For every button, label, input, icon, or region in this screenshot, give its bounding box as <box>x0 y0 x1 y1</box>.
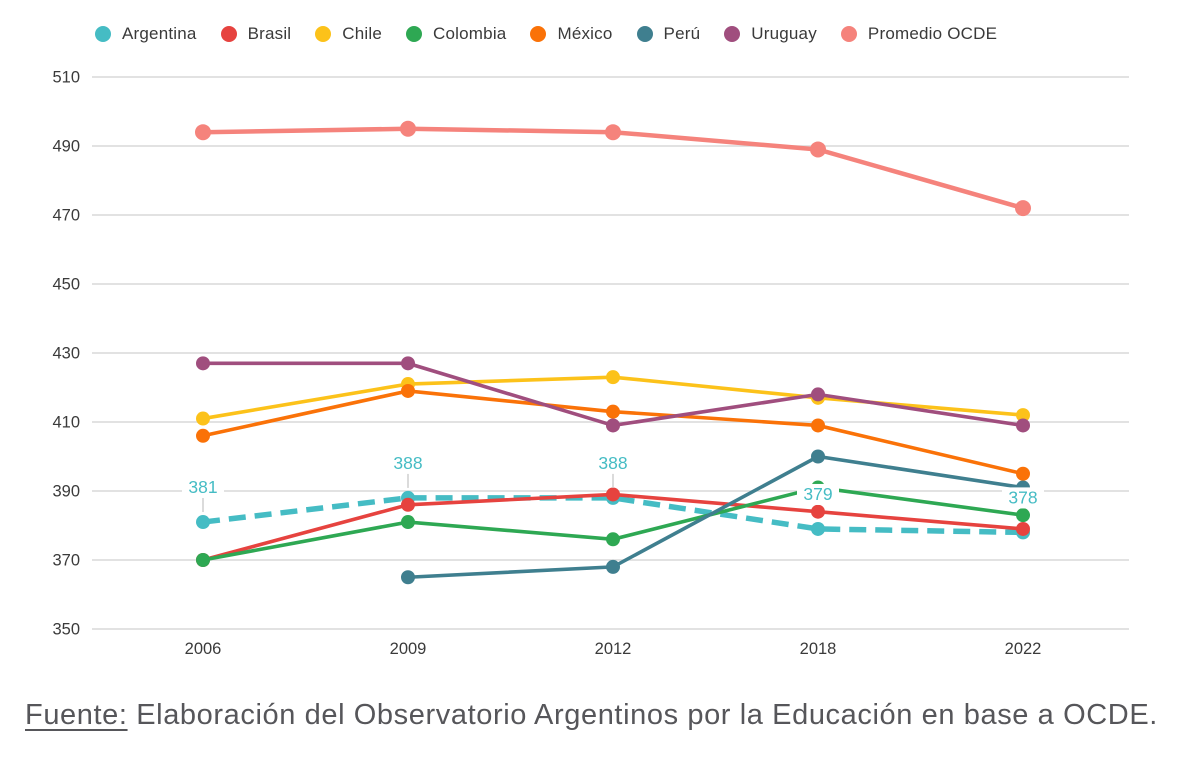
point-label: 381 <box>188 477 217 497</box>
data-point <box>1016 466 1030 481</box>
label-halo <box>797 483 839 505</box>
x-axis-label: 2022 <box>1005 640 1042 658</box>
legend-label: Argentina <box>122 24 197 43</box>
data-point <box>811 504 825 519</box>
legend-label: Colombia <box>433 24 507 43</box>
data-point <box>1016 408 1030 423</box>
data-point <box>606 404 620 419</box>
legend-label: Uruguay <box>751 24 817 43</box>
x-axis-label: 2006 <box>185 640 222 658</box>
data-point <box>605 124 621 141</box>
legend-swatch-chile <box>315 26 332 42</box>
series-peru <box>401 449 1030 585</box>
source-label: Fuente: <box>25 699 128 731</box>
y-axis-label: 490 <box>52 138 80 156</box>
point-labels: 381 388 388 379 378 <box>182 452 1044 513</box>
data-point <box>811 387 825 402</box>
label-halo <box>387 452 429 474</box>
legend-swatch-peru <box>636 26 653 42</box>
data-point <box>196 411 210 426</box>
legend-label: México <box>557 24 613 43</box>
legend-item-peru: Perú <box>636 24 701 44</box>
x-axis-label: 2012 <box>595 640 632 658</box>
data-point <box>606 559 620 574</box>
data-point <box>606 532 620 547</box>
source-text: Elaboración del Observatorio Argentinos … <box>127 699 1158 731</box>
data-point <box>1016 508 1030 523</box>
legend-item-colombia: Colombia <box>406 24 506 44</box>
legend-label: Perú <box>663 24 701 43</box>
legend-swatch-promedio-ocde <box>840 26 857 42</box>
point-label: 388 <box>598 453 627 473</box>
y-axis-label: 470 <box>52 207 80 225</box>
source-note: Fuente: Elaboración del Observatorio Arg… <box>25 699 1158 732</box>
y-axis: 350 370 390 410 430 450 470 490 510 <box>52 69 80 639</box>
data-point <box>401 383 415 398</box>
label-halo <box>182 477 224 499</box>
series-line <box>407 454 1024 580</box>
data-point <box>1015 200 1031 217</box>
y-axis-label: 410 <box>52 414 80 432</box>
data-point <box>1016 418 1030 433</box>
data-point <box>401 570 415 585</box>
data-point <box>401 497 415 512</box>
legend-swatch-uruguay <box>724 26 741 42</box>
data-point <box>810 141 826 158</box>
data-point <box>195 124 211 141</box>
point-label: 378 <box>1008 487 1037 507</box>
x-axis: 2006 2009 2012 2018 2022 <box>185 640 1042 658</box>
data-point <box>400 120 416 137</box>
y-axis-label: 390 <box>52 483 80 501</box>
data-point <box>811 449 825 464</box>
data-point <box>401 356 415 371</box>
data-point <box>811 418 825 433</box>
legend-label: Brasil <box>247 24 292 43</box>
data-point <box>811 521 825 536</box>
legend-swatch-mexico <box>530 26 547 42</box>
legend-item-chile: Chile <box>315 24 382 44</box>
label-halo <box>1002 487 1044 509</box>
point-label: 388 <box>393 453 422 473</box>
series-line <box>202 126 1024 211</box>
series-line <box>202 495 1024 536</box>
data-point <box>196 515 210 530</box>
data-point <box>606 370 620 385</box>
y-axis-label: 430 <box>52 345 80 363</box>
y-axis-label: 450 <box>52 276 80 294</box>
chart-legend: Argentina Brasil Chile Colombia México Perú Ur… <box>95 24 997 44</box>
data-point <box>1016 521 1030 536</box>
legend-swatch-colombia <box>406 26 423 42</box>
y-axis-label: 350 <box>52 621 80 639</box>
legend-item-uruguay: Uruguay <box>724 24 817 44</box>
data-point <box>606 418 620 433</box>
legend-item-promedio-ocde: Promedio OCDE <box>840 24 998 44</box>
series-mexico <box>196 383 1030 481</box>
legend-label: Promedio OCDE <box>867 24 998 43</box>
legend-label: Chile <box>342 24 383 43</box>
data-point <box>196 428 210 443</box>
label-halo <box>592 452 634 474</box>
legend-item-mexico: México <box>530 24 612 44</box>
legend-swatch-brasil <box>220 26 237 42</box>
data-point <box>196 553 210 567</box>
point-label: 379 <box>803 484 832 504</box>
legend-item-brasil: Brasil <box>220 24 292 44</box>
x-axis-label: 2018 <box>800 640 837 658</box>
series-uruguay <box>196 356 1030 433</box>
legend-item-argentina: Argentina <box>95 24 197 44</box>
x-axis-label: 2009 <box>390 640 427 658</box>
y-axis-label: 370 <box>52 552 80 570</box>
legend-swatch-argentina <box>95 26 111 42</box>
y-axis-label: 510 <box>52 69 80 87</box>
series-promedio-ocde <box>195 120 1031 217</box>
data-point <box>606 487 620 502</box>
data-point <box>196 356 210 371</box>
data-point <box>401 515 415 530</box>
